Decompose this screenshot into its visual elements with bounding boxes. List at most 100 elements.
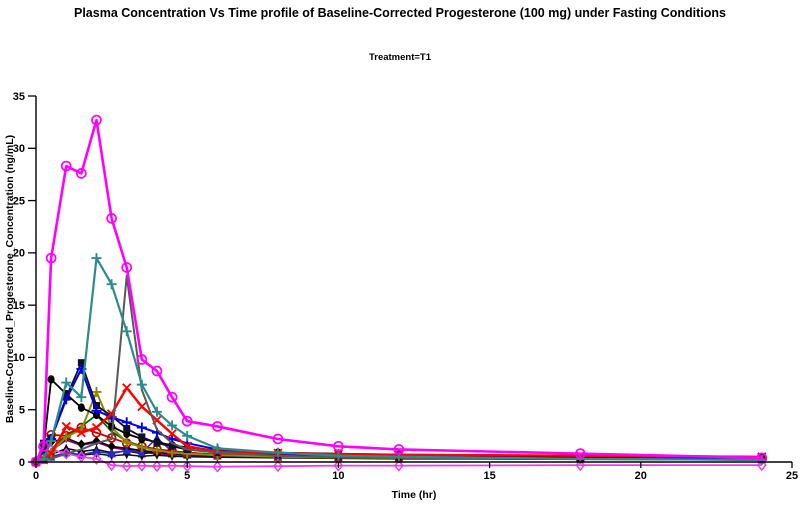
marker-square-filled-icon xyxy=(92,402,100,410)
marker-square-filled-icon xyxy=(138,433,146,441)
marker-circle-open-icon xyxy=(166,391,178,403)
marker-square-filled-icon xyxy=(168,442,176,450)
marker-diamond-filled-icon xyxy=(77,439,86,450)
marker-plus-icon xyxy=(136,442,147,453)
marker-plus-icon xyxy=(91,405,102,416)
series-layer xyxy=(30,114,768,473)
marker-plus-icon xyxy=(136,422,147,433)
axes-layer: 0 5 10 15 20 25 0 5 10 15 20 25 30 35 xyxy=(13,91,798,482)
series-subject-teal-plus xyxy=(31,253,767,467)
marker-circle-open-icon xyxy=(38,440,49,452)
marker-plus-icon xyxy=(333,450,344,461)
marker-circle-open-icon xyxy=(574,448,586,459)
y-tick-label: 0 xyxy=(19,457,25,469)
marker-x-icon xyxy=(76,428,86,438)
marker-plus-icon xyxy=(76,392,87,403)
marker-x-icon xyxy=(167,429,177,439)
marker-circle-filled-icon xyxy=(77,403,85,412)
marker-plus-icon xyxy=(61,377,72,388)
series-subject-red-x xyxy=(31,383,767,467)
marker-plus-icon xyxy=(167,420,178,431)
marker-diamond-filled-icon xyxy=(107,441,116,452)
y-tick-label: 30 xyxy=(13,143,25,155)
marker-circle-open-icon xyxy=(333,440,344,452)
chart-subtitle: Treatment=T1 xyxy=(368,52,432,63)
marker-diamond-open-icon xyxy=(121,460,132,473)
marker-circle-open-icon xyxy=(91,114,102,126)
marker-diamond-open-icon xyxy=(91,452,102,465)
series-subject-magenta-diamond xyxy=(31,443,767,473)
x-tick-label: 20 xyxy=(635,470,647,482)
marker-square-filled-icon xyxy=(77,359,85,367)
marker-plus-icon xyxy=(136,379,147,390)
marker-diamond-open-icon xyxy=(756,459,767,472)
marker-circle-open-icon xyxy=(151,365,163,377)
series-subject-magenta-circle xyxy=(30,114,768,468)
marker-diamond-open-icon xyxy=(167,459,178,472)
marker-circle-open-icon xyxy=(212,421,223,432)
marker-plus-icon xyxy=(212,443,223,454)
marker-diamond-open-icon xyxy=(212,460,223,473)
marker-square-filled-icon xyxy=(123,425,131,433)
marker-circle-open-icon xyxy=(60,160,72,172)
marker-diamond-open-icon xyxy=(393,459,404,472)
x-tick-label: 15 xyxy=(483,470,495,482)
marker-circle-open-icon xyxy=(121,262,133,273)
y-tick-label: 25 xyxy=(13,195,25,207)
marker-circle-open-icon xyxy=(272,433,284,445)
marker-plus-icon xyxy=(272,447,283,458)
marker-plus-icon xyxy=(151,406,162,417)
marker-circle-open-icon xyxy=(181,415,193,427)
marker-circle-open-icon xyxy=(76,168,87,179)
series-line xyxy=(34,118,762,463)
x-tick-label: 5 xyxy=(184,470,190,482)
marker-diamond-open-icon xyxy=(182,460,193,473)
y-axis-label: Baseline-Corrected_Progesterone_Concentr… xyxy=(4,134,16,424)
marker-plus-icon xyxy=(182,430,193,441)
marker-circle-open-icon xyxy=(136,354,148,365)
y-tick-label: 5 xyxy=(19,405,25,417)
marker-plus-icon xyxy=(106,279,117,290)
marker-circle-filled-icon xyxy=(47,375,55,384)
marker-x-icon xyxy=(91,422,102,433)
marker-square-filled-icon xyxy=(153,439,161,447)
y-tick-label: 10 xyxy=(13,352,25,364)
marker-circle-open-icon xyxy=(45,252,57,264)
series-line xyxy=(35,386,762,464)
marker-x-icon xyxy=(122,383,132,393)
marker-triangle-up-icon xyxy=(92,446,101,456)
marker-plus-icon xyxy=(91,253,102,264)
y-tick-label: 35 xyxy=(13,91,25,103)
x-axis-label: Time (hr) xyxy=(391,489,437,501)
series-line xyxy=(35,274,762,463)
x-tick-label: 25 xyxy=(786,470,798,482)
x-tick-label: 0 xyxy=(33,470,39,482)
marker-circle-open-icon xyxy=(393,444,405,455)
y-tick-label: 15 xyxy=(13,300,25,312)
y-tick-label: 20 xyxy=(13,248,25,260)
marker-plus-icon xyxy=(151,445,162,456)
marker-plus-icon xyxy=(46,436,57,447)
marker-plus-icon xyxy=(61,431,72,442)
marker-diamond-open-icon xyxy=(136,459,147,472)
marker-diamond-open-icon xyxy=(333,459,344,472)
marker-x-icon xyxy=(137,401,147,412)
marker-circle-open-icon xyxy=(106,212,117,224)
marker-triangle-up-icon xyxy=(122,445,131,455)
marker-x-icon xyxy=(61,421,71,432)
chart-title: Plasma Concentration Vs Time profile of … xyxy=(74,6,726,20)
marker-plus-icon xyxy=(121,437,132,448)
marker-diamond-open-icon xyxy=(151,460,162,473)
marker-diamond-open-icon xyxy=(272,460,283,473)
x-tick-label: 10 xyxy=(332,470,344,482)
series-subject-gray-line xyxy=(35,274,762,463)
marker-diamond-open-icon xyxy=(575,459,586,472)
marker-plus-icon xyxy=(121,417,132,428)
marker-diamond-open-icon xyxy=(106,459,117,472)
marker-x-icon xyxy=(46,448,56,459)
series-line xyxy=(35,256,762,464)
marker-triangle-up-icon xyxy=(107,449,116,458)
marker-plus-icon xyxy=(91,386,102,397)
